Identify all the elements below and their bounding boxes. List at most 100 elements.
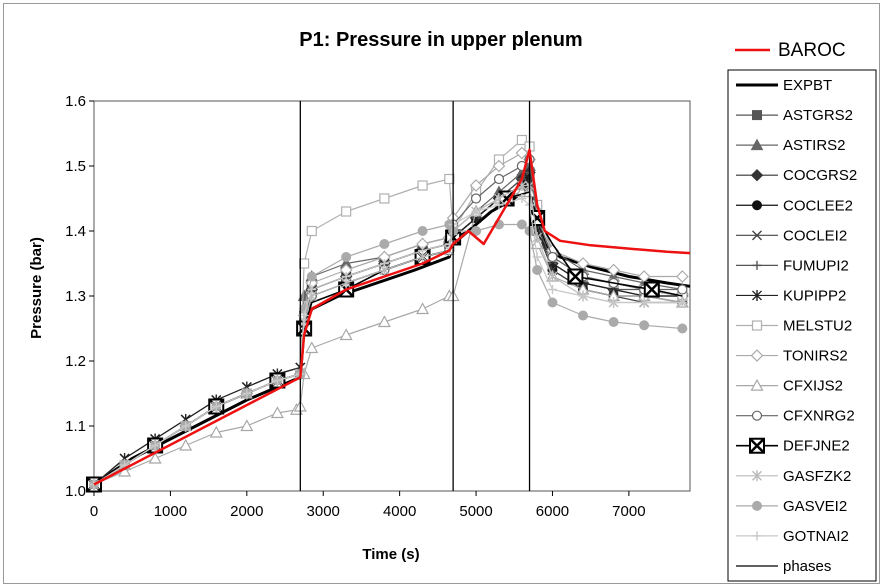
legend-swatch-marker <box>752 230 762 241</box>
chart-svg: P1: Pressure in upper plenum 1.01.11.21.… <box>28 29 877 582</box>
data-point <box>471 226 482 236</box>
data-point <box>379 239 390 249</box>
y-tick-label: 1.5 <box>65 158 86 175</box>
y-tick-label: 1.1 <box>65 418 86 435</box>
data-point <box>417 226 428 236</box>
data-point <box>493 173 505 185</box>
data-point <box>492 159 506 173</box>
legend-swatch-marker <box>752 260 762 270</box>
data-point <box>306 225 317 237</box>
data-point <box>516 134 527 146</box>
legend: EXPBT ASTGRS2 ASTIRS2 COCGRS2 COCLEE2 COCLEI2… <box>727 69 877 582</box>
x-tick-label: 2000 <box>230 503 263 520</box>
data-point <box>643 281 660 298</box>
chart-frame: P1: Pressure in upper plenum 1.0 1.1 1.2 1.… <box>3 3 880 584</box>
series-baroc <box>93 148 691 486</box>
legend-label: GASVEI2 <box>783 498 847 515</box>
legend-entry-coclei2: COCLEI2 <box>736 227 847 244</box>
y-axis-label: Pressure (bar) <box>28 237 45 339</box>
legend-entry-cocgrs2: COCGRS2 <box>736 167 857 184</box>
y-tick-label: 1.4 <box>65 223 86 240</box>
chart-title: P1: Pressure in upper plenum <box>299 29 582 51</box>
legend-entry-astgrs2: ASTGRS2 <box>736 107 853 124</box>
legend-label: CFXNRG2 <box>783 408 855 425</box>
legend-entry-gotnai2: GOTNAI2 <box>736 528 849 545</box>
legend-entry-expbt: EXPBT <box>736 77 832 94</box>
data-point <box>148 451 162 464</box>
data-point <box>211 402 221 411</box>
data-point <box>341 272 351 281</box>
data-point <box>532 265 543 275</box>
legend-label: ASTGRS2 <box>783 107 853 124</box>
data-point <box>306 271 317 282</box>
legend-label: MELSTU2 <box>783 318 852 335</box>
data-point <box>532 252 542 262</box>
data-point <box>639 320 650 331</box>
x-axis-label: Time (s) <box>362 546 419 563</box>
legend-label: KUPIPP2 <box>783 287 846 304</box>
data-point <box>578 291 588 301</box>
series-expbt <box>93 184 691 486</box>
data-point <box>498 190 515 207</box>
data-point <box>547 251 558 263</box>
legend-label: phases <box>783 558 831 575</box>
legend-swatch-marker <box>752 500 762 511</box>
data-point <box>444 173 455 185</box>
data-point <box>242 389 252 398</box>
data-point <box>299 258 310 269</box>
data-point <box>517 194 527 203</box>
plot-area: 1.0 1.1 1.2 1.3 1.4 1.5 1.6 0 1000 2000 3000 4000 50… <box>65 93 691 520</box>
data-point <box>470 193 482 204</box>
y-tick-label: 1.3 <box>65 288 86 305</box>
data-point <box>578 310 589 321</box>
legend-entry-gasfzk2: GASFZK2 <box>736 468 851 485</box>
x-tick-label: 5000 <box>459 503 492 520</box>
data-point <box>676 270 689 283</box>
legend-swatch-marker <box>750 349 764 362</box>
data-point <box>377 315 391 328</box>
legend-swatch-marker <box>751 410 763 421</box>
legend-label: ASTIRS2 <box>783 137 846 154</box>
data-point <box>471 207 481 216</box>
legend-entry-kupipp2: KUPIPP2 <box>736 287 846 304</box>
legend-label: DEFJNE2 <box>783 438 850 455</box>
x-tick-label: 1000 <box>154 503 187 520</box>
data-point <box>515 146 529 160</box>
legend-label: CFXIJS2 <box>783 378 843 395</box>
legend-label: COCLEI2 <box>783 227 847 244</box>
legend-label: GASFZK2 <box>783 468 851 485</box>
x-tick-label: 0 <box>90 503 98 520</box>
data-point <box>607 263 620 277</box>
x-tick-label: 3000 <box>307 503 340 520</box>
data-point <box>341 206 352 217</box>
legend-swatch-marker <box>752 200 762 211</box>
data-point <box>494 200 504 210</box>
legend-swatch-marker <box>752 531 762 541</box>
data-point <box>299 311 309 320</box>
x-tick-label: 7000 <box>612 503 645 520</box>
legend-swatch-marker <box>752 470 762 482</box>
data-point <box>209 425 223 438</box>
data-point <box>609 298 619 307</box>
legend-swatch-marker <box>752 289 762 301</box>
baroc-legend: BAROC <box>735 40 846 61</box>
data-point <box>516 219 527 230</box>
data-point <box>305 341 319 354</box>
legend-label: COCLEE2 <box>783 197 853 214</box>
data-point <box>677 323 688 334</box>
data-point <box>379 193 390 204</box>
data-point <box>547 285 557 294</box>
baroc-legend-label: BAROC <box>778 40 846 61</box>
data-point <box>339 328 353 341</box>
legend-swatch-marker <box>752 110 762 121</box>
legend-label: FUMUPI2 <box>783 257 849 274</box>
data-point <box>418 246 428 255</box>
x-tick-label: 6000 <box>536 503 569 520</box>
data-point <box>181 421 191 431</box>
series-line <box>93 184 691 486</box>
data-point <box>272 376 282 385</box>
legend-entry-phases: phases <box>736 558 831 575</box>
data-point <box>677 298 687 307</box>
legend-label: COCGRS2 <box>783 167 857 184</box>
data-point <box>547 297 558 308</box>
